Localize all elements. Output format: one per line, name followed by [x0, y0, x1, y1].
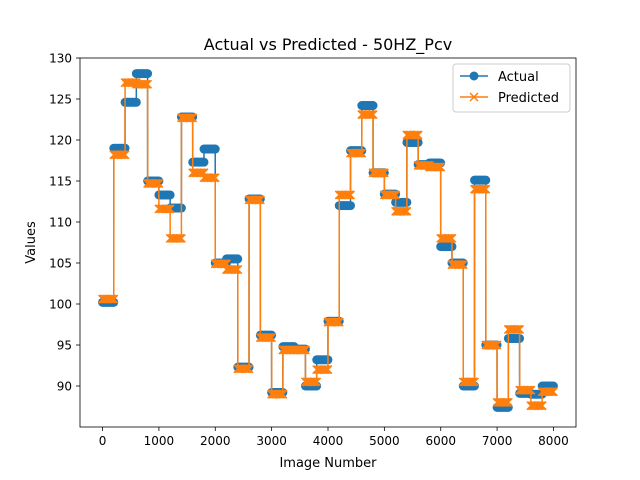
data-point-actual [470, 175, 491, 185]
data-point-predicted [143, 178, 164, 188]
y-tick-label: 95 [57, 339, 72, 353]
x-tick-label: 3000 [256, 434, 287, 448]
data-point-predicted [98, 294, 119, 304]
data-point-predicted [334, 190, 356, 200]
data-point-predicted [255, 333, 277, 343]
x-tick-label: 5000 [369, 434, 400, 448]
y-tick-label: 130 [49, 52, 72, 66]
data-point-predicted [154, 204, 175, 214]
data-point-predicted [368, 168, 389, 178]
data-point-predicted [323, 317, 344, 327]
plot-area [98, 69, 558, 412]
data-point-predicted [515, 385, 536, 395]
data-point-predicted [199, 173, 220, 183]
data-point-predicted [481, 340, 502, 350]
data-point-actual [334, 201, 355, 211]
data-point-actual [402, 137, 423, 147]
series-line-predicted [102, 81, 554, 407]
data-point-predicted [470, 184, 491, 194]
legend-label-actual: Actual [498, 70, 539, 85]
data-point-predicted [492, 397, 513, 407]
data-point-actual [357, 101, 378, 111]
data-point-predicted [458, 377, 480, 387]
data-point-actual [222, 254, 243, 264]
data-point-predicted [503, 324, 525, 334]
data-point-predicted [165, 233, 186, 243]
data-point-predicted [233, 364, 254, 374]
data-point-actual [503, 333, 525, 343]
y-tick-label: 100 [49, 298, 72, 312]
data-point-actual [391, 197, 412, 207]
x-ticks: 0 1000 2000 3000 4000 5000 6000 7000 8000 [99, 427, 569, 448]
x-tick-label: 4000 [313, 434, 344, 448]
legend: Actual Predicted [452, 63, 571, 113]
x-tick-label: 6000 [425, 434, 456, 448]
data-point-predicted [391, 206, 412, 216]
x-tick-label: 8000 [538, 434, 569, 448]
data-point-predicted [300, 377, 322, 387]
y-tick-label: 125 [49, 93, 72, 107]
data-point-actual [436, 242, 457, 252]
y-axis-label: Values [24, 221, 39, 264]
data-point-predicted [267, 389, 288, 399]
x-tick-label: 0 [99, 434, 107, 448]
data-point-actual [131, 69, 153, 79]
y-ticks: 90 95 100 105 110 115 120 125 130 [49, 52, 80, 394]
data-point-predicted [131, 79, 153, 89]
data-point-predicted [424, 162, 446, 172]
data-point-predicted [526, 401, 547, 411]
y-tick-label: 110 [49, 216, 72, 230]
data-point-predicted [244, 195, 265, 205]
x-tick-label: 2000 [200, 434, 231, 448]
x-tick-label: 7000 [482, 434, 513, 448]
data-point-predicted [176, 113, 198, 123]
data-point-predicted [312, 365, 333, 375]
data-point-predicted [379, 190, 401, 200]
data-point-predicted [289, 345, 310, 355]
data-point-predicted [537, 387, 558, 397]
y-tick-label: 120 [49, 134, 72, 148]
data-point-predicted [109, 150, 130, 160]
data-point-predicted [222, 265, 243, 275]
y-tick-label: 90 [57, 380, 72, 394]
x-tick-label: 1000 [144, 434, 175, 448]
chart-title: Actual vs Predicted - 50HZ_Pcv [204, 35, 452, 55]
series-layer [98, 69, 558, 412]
x-axis-label: Image Number [279, 456, 377, 471]
data-point-actual [120, 97, 141, 107]
y-tick-label: 115 [49, 175, 72, 189]
data-point-predicted [402, 130, 423, 140]
y-tick-label: 105 [49, 257, 72, 271]
data-point-predicted [357, 110, 378, 120]
legend-marker-actual [469, 71, 479, 81]
data-point-actual [312, 355, 333, 365]
data-point-predicted [436, 233, 457, 243]
data-point-actual [188, 157, 209, 167]
legend-label-predicted: Predicted [498, 91, 559, 106]
data-point-actual [154, 190, 175, 200]
legend-marker-predicted [469, 92, 479, 102]
data-point-actual [199, 144, 220, 154]
data-point-predicted [447, 260, 468, 270]
data-point-predicted [346, 148, 367, 158]
